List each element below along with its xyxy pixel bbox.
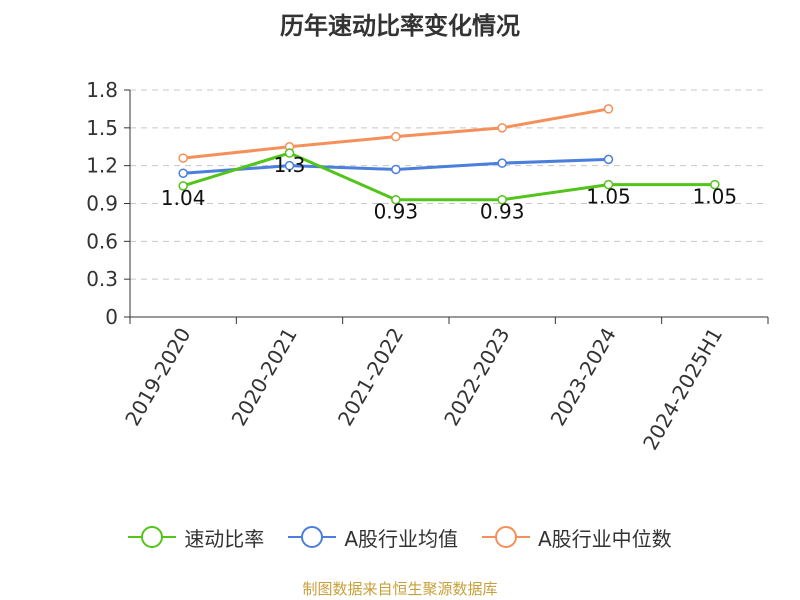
legend-label-2: A股行业中位数 — [538, 526, 672, 551]
series-0-point-5 — [710, 179, 720, 190]
data-label-2: 0.93 — [374, 200, 419, 224]
series-0-point-3 — [497, 194, 507, 205]
y-tick-label-5: 1.5 — [86, 116, 118, 140]
x-tick-label-0: 2019-2020 — [120, 324, 195, 430]
y-tick-label-4: 1.2 — [86, 154, 118, 178]
series-1-point-4 — [603, 154, 614, 165]
series-2-point-2 — [391, 131, 401, 142]
data-label-0: 1.04 — [161, 186, 206, 210]
chart-title: 历年速动比率变化情况 — [280, 12, 520, 40]
y-tick-label-3: 0.9 — [86, 192, 118, 216]
legend-item-0[interactable]: 速动比率 — [128, 523, 264, 552]
legend-swatch-0 — [128, 525, 177, 549]
x-tick-label-1: 2020-2021 — [227, 324, 302, 430]
legend-swatch-2 — [482, 525, 530, 549]
series-2-point-3 — [497, 123, 507, 133]
line-chart: 0 0.3 0.6 0.9 1.2 1.5 1.8 2019-2020 2020-2021 202… — [86, 78, 769, 454]
y-tick-label-0: 0 — [105, 305, 118, 329]
series-2-point-4 — [603, 104, 614, 114]
legend-label-1: A股行业均值 — [344, 526, 458, 551]
data-label-1: 1.3 — [274, 153, 306, 177]
x-tick-label-5: 2024-2025H1 — [638, 324, 727, 454]
series-2-point-0 — [178, 153, 188, 163]
series-1-point-2 — [391, 164, 401, 175]
series-1-point-0 — [178, 168, 188, 178]
series-0-point-1 — [284, 148, 295, 158]
y-tick-label-1: 0.3 — [86, 267, 118, 291]
legend-item-1[interactable]: A股行业均值 — [288, 523, 458, 552]
series-0-point-0 — [178, 181, 188, 191]
data-source-note: 制图数据来自恒生聚源数据库 — [302, 580, 498, 598]
y-tick-label-2: 0.6 — [86, 229, 118, 253]
series-1-point-1 — [284, 160, 295, 171]
series-0-point-2 — [391, 194, 401, 205]
legend-swatch-1 — [288, 525, 337, 549]
series-line-0 — [182, 151, 715, 202]
x-tick-label-2: 2021-2022 — [333, 324, 408, 430]
series-1-point-3 — [497, 158, 507, 168]
data-label-3: 0.93 — [480, 200, 525, 224]
x-tick-label-4: 2023-2024 — [546, 324, 621, 430]
legend-label-0: 速动比率 — [184, 526, 265, 551]
legend: 速动比率 A股行业均值 A股行业中位数 — [0, 520, 800, 554]
y-tick-label-6: 1.8 — [86, 78, 118, 102]
legend-item-2[interactable]: A股行业中位数 — [482, 523, 672, 552]
data-label-5: 1.05 — [693, 185, 738, 209]
x-tick-label-3: 2022-2023 — [439, 323, 514, 429]
series-0-point-4 — [603, 179, 614, 190]
data-label-4: 1.05 — [586, 185, 631, 209]
